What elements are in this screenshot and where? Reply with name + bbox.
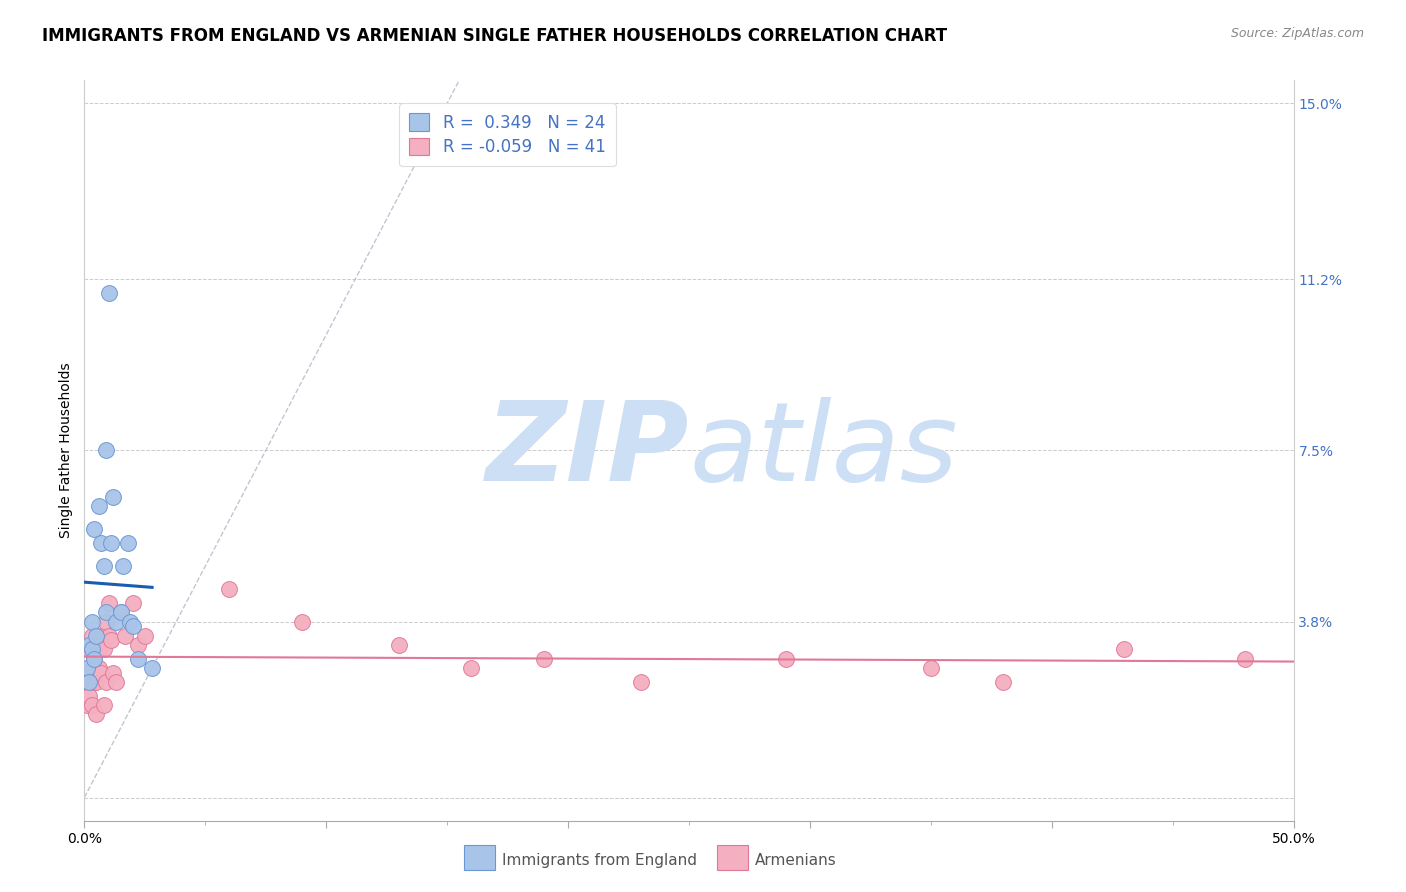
Point (83, 522, 105, 536)
Legend: R =  0.349   N = 24, R = -0.059   N = 41: R = 0.349 N = 24, R = -0.059 N = 41 (399, 103, 616, 167)
Text: Armenians: Armenians (755, 854, 837, 868)
Point (80, 698, 103, 712)
Point (87, 642, 110, 657)
Text: IMMIGRANTS FROM ENGLAND VS ARMENIAN SINGLE FATHER HOUSEHOLDS CORRELATION CHART: IMMIGRANTS FROM ENGLAND VS ARMENIAN SING… (42, 27, 948, 45)
Point (76, 661, 98, 675)
Point (94, 674, 117, 689)
Point (90, 628, 112, 642)
Point (90, 665, 112, 680)
Point (80, 615, 103, 629)
Point (388, 638, 411, 652)
Point (97, 286, 120, 301)
Point (86, 674, 108, 689)
Point (121, 619, 143, 633)
Point (93, 642, 115, 657)
Point (83, 651, 105, 665)
Point (80, 642, 103, 657)
Text: atlas: atlas (689, 397, 957, 504)
Text: Source: ZipAtlas.com: Source: ZipAtlas.com (1230, 27, 1364, 40)
Point (77, 674, 100, 689)
Point (993, 674, 1015, 689)
Text: Immigrants from England: Immigrants from England (502, 854, 697, 868)
Point (775, 651, 797, 665)
Point (94, 615, 117, 629)
Point (103, 665, 125, 680)
Point (218, 582, 240, 597)
Point (103, 490, 125, 504)
Point (127, 651, 149, 665)
Point (76, 674, 98, 689)
Point (86, 628, 108, 642)
Point (80, 661, 103, 675)
Y-axis label: Single Father Households: Single Father Households (59, 363, 73, 538)
Point (93, 559, 115, 574)
Point (120, 615, 142, 629)
Point (93, 698, 115, 712)
Point (127, 638, 149, 652)
Point (87, 499, 110, 513)
Point (87, 661, 110, 675)
Point (86, 707, 108, 722)
Point (141, 661, 163, 675)
Text: ZIP: ZIP (485, 397, 689, 504)
Point (533, 651, 555, 665)
Point (100, 633, 122, 648)
Point (920, 661, 942, 675)
Point (121, 596, 143, 610)
Point (630, 674, 652, 689)
Point (90, 536, 112, 550)
Point (83, 651, 105, 665)
Point (110, 606, 132, 620)
Point (97, 628, 120, 642)
Point (1234, 651, 1257, 665)
Point (104, 674, 127, 689)
Point (77, 638, 100, 652)
Point (1114, 642, 1136, 657)
Point (80, 628, 103, 642)
Point (83, 674, 105, 689)
Point (134, 628, 156, 642)
Point (104, 615, 127, 629)
Point (97, 596, 120, 610)
Point (112, 559, 135, 574)
Point (100, 536, 122, 550)
Point (77, 689, 100, 703)
Point (291, 615, 314, 629)
Point (86, 638, 108, 652)
Point (110, 606, 132, 620)
Point (76, 698, 98, 712)
Point (94, 443, 117, 458)
Point (114, 628, 136, 642)
Point (117, 536, 139, 550)
Point (77, 642, 100, 657)
Point (460, 661, 482, 675)
Point (94, 606, 117, 620)
